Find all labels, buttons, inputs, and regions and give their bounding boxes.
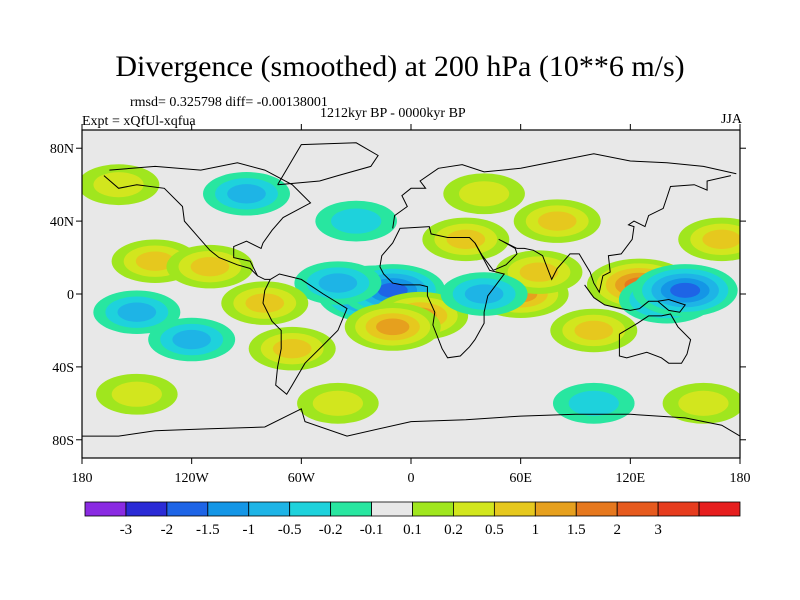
field-feature <box>519 262 559 282</box>
coastline <box>82 408 740 437</box>
colorbar-swatch <box>125 501 168 517</box>
field-feature <box>318 273 358 293</box>
colorbar-label: -0.2 <box>319 522 343 538</box>
stats-text: rmsd= 0.325798 diff= -0.00138001 <box>130 95 328 110</box>
plot-title: Divergence (smoothed) at 200 hPa (10**6 … <box>115 50 685 83</box>
field-feature <box>574 320 614 341</box>
field-feature <box>331 208 382 234</box>
coastline <box>379 226 506 359</box>
lat-label: 0 <box>67 288 74 303</box>
field-feature <box>190 257 230 277</box>
field-feature <box>93 172 144 198</box>
field-feature <box>464 284 504 304</box>
field-feature <box>376 318 410 336</box>
colorbar-swatch <box>248 501 291 517</box>
colorbar-swatch <box>330 501 372 517</box>
colorbar-label: -1 <box>243 522 256 538</box>
coastline <box>474 175 732 294</box>
lon-label: 180 <box>72 471 93 486</box>
colorbar-label: 1 <box>532 522 540 538</box>
colorbar-label: -3 <box>120 522 133 538</box>
lon-label: 120E <box>616 471 646 486</box>
experiment-text: Expt = xQfUl-xqfua <box>82 114 196 129</box>
colorbar-swatch <box>371 501 413 517</box>
field-feature <box>111 381 162 407</box>
colorbar-swatch <box>616 501 659 517</box>
lat-label: 40S <box>52 361 74 376</box>
colorbar-label: -0.1 <box>360 522 384 538</box>
lon-label: 0 <box>408 471 415 486</box>
lon-label: 180 <box>730 471 751 486</box>
field-feature <box>446 229 486 249</box>
colorbar-swatch <box>453 501 495 517</box>
field-feature <box>245 293 285 313</box>
field-feature <box>272 339 312 359</box>
colorbar-label: -1.5 <box>196 522 220 538</box>
field-feature <box>702 229 740 249</box>
colorbar-label: -2 <box>161 522 174 538</box>
coastline <box>584 284 687 313</box>
field-feature <box>117 302 157 322</box>
lon-label: 60E <box>509 471 532 486</box>
colorbar-swatch <box>698 501 741 517</box>
coastline <box>392 153 737 229</box>
colorbar-swatch <box>412 501 454 517</box>
field-feature <box>135 251 175 271</box>
field-layer <box>82 142 740 437</box>
lat-label: 80S <box>52 434 74 449</box>
field-feature <box>670 282 701 298</box>
colorbar-swatch <box>289 501 332 517</box>
colorbar-swatch <box>207 501 250 517</box>
colorbar-swatch <box>534 501 577 517</box>
colorbar-label: 0.5 <box>485 522 504 538</box>
lat-label: 40N <box>50 215 74 230</box>
field-feature <box>678 390 729 416</box>
field-feature <box>459 181 510 207</box>
colorbar-swatch <box>84 501 127 517</box>
field-feature <box>172 329 212 350</box>
colorbar-label: -0.5 <box>278 522 302 538</box>
colorbar-label: 3 <box>654 522 662 538</box>
colorbar-swatch <box>166 501 209 517</box>
season-text: JJA <box>720 112 742 127</box>
colorbar-swatch <box>575 501 618 517</box>
lon-label: 60W <box>288 471 316 486</box>
coastline <box>109 162 348 395</box>
coastline <box>277 142 379 186</box>
lat-label: 80N <box>50 142 74 157</box>
colorbar-label: 2 <box>613 522 621 538</box>
coastline <box>618 313 692 364</box>
lon-label: 120W <box>175 471 210 486</box>
field-feature <box>568 390 619 416</box>
colorbar-swatch <box>493 501 536 517</box>
field-feature <box>537 211 577 231</box>
period-text: 1212kyr BP - 0000kyr BP <box>320 106 466 121</box>
coastline <box>103 175 258 277</box>
colorbar-label: 0.1 <box>403 522 422 538</box>
colorbar-label: 0.2 <box>444 522 463 538</box>
field-feature <box>227 184 266 204</box>
colorbar-swatch <box>657 501 700 517</box>
colorbar-label: 1.5 <box>567 522 586 538</box>
field-feature <box>312 390 363 416</box>
